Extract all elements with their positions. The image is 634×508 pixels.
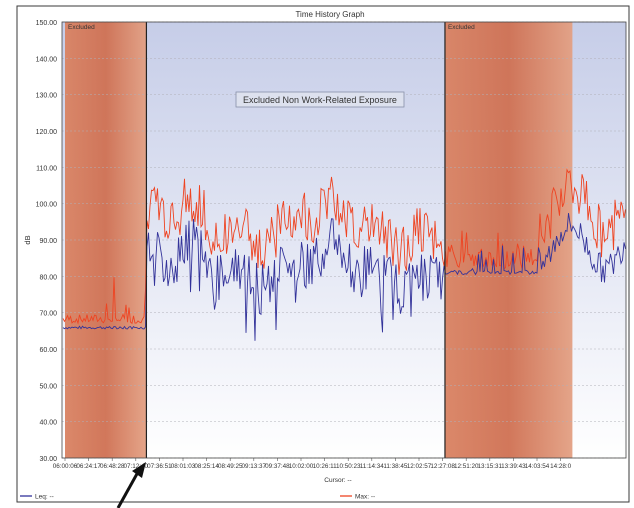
x-tick-label: 13:15:31 [478, 463, 503, 470]
excluded-region-2 [444, 22, 573, 458]
y-tick-label: 90.00 [39, 238, 57, 245]
legend-label-max: Max: -- [355, 494, 375, 501]
y-tick-label: 80.00 [39, 274, 57, 281]
series-max-line [62, 168, 626, 325]
y-tick-label: 60.00 [39, 347, 57, 354]
annotation-box [235, 91, 405, 108]
x-tick-label: 10:26:11 [313, 463, 338, 470]
x-tick-label: 14:03:54 [525, 463, 550, 470]
x-tick-label: 11:38:45 [383, 463, 408, 470]
y-tick-label: 120.00 [36, 129, 58, 136]
x-tick-label: 12:02:57 [407, 463, 432, 470]
x-tick-label: 08:25:14 [194, 463, 219, 470]
excluded-label: Excluded [68, 24, 95, 31]
pointer-arrow-shaft [116, 471, 140, 508]
y-tick-label: 130.00 [36, 93, 58, 100]
series-leq-line [62, 213, 626, 341]
cursor-readout: Cursor: -- [324, 477, 351, 484]
x-tick-label: 07:36:51 [147, 463, 172, 470]
plot-border [61, 21, 627, 459]
x-tick-label: 10:02:00 [289, 463, 314, 470]
x-tick-label: 08:01:03 [171, 463, 196, 470]
x-tick-label: 12:51:20 [454, 463, 479, 470]
y-tick-label: 50.00 [39, 383, 57, 390]
x-tick-label: 13:39:43 [501, 463, 526, 470]
x-tick-label: 09:13:37 [242, 463, 267, 470]
excluded-label: Excluded [448, 24, 475, 31]
x-tick-label: 06:00:06 [53, 463, 78, 470]
y-tick-label: 140.00 [36, 56, 58, 63]
x-tick-label: 06:48:28 [100, 463, 125, 470]
x-tick-label: 08:49:25 [218, 463, 243, 470]
annotation-text: Excluded Non Work-Related Exposure [243, 95, 397, 105]
x-tick-label: 12:27:08 [430, 463, 455, 470]
pointer-arrow-head [132, 462, 146, 478]
y-tick-label: 70.00 [39, 311, 57, 318]
x-tick-label: 14:28:0 [550, 463, 572, 470]
y-axis-label: dB [23, 235, 32, 244]
y-tick-label: 100.00 [36, 202, 58, 209]
x-tick-label: 11:14:34 [360, 463, 385, 470]
y-tick-label: 150.00 [36, 20, 58, 27]
y-tick-label: 110.00 [36, 165, 57, 172]
chart-title: Time History Graph [295, 10, 364, 19]
x-tick-label: 09:37:48 [265, 463, 290, 470]
x-tick-label: 06:24:17 [76, 463, 101, 470]
y-tick-label: 40.00 [39, 420, 57, 427]
legend-label-leq: Leq: -- [35, 494, 54, 501]
x-tick-label: 07:12:40 [124, 463, 149, 470]
x-tick-label: 10:50:23 [336, 463, 361, 470]
y-tick-label: 30.00 [39, 456, 57, 463]
